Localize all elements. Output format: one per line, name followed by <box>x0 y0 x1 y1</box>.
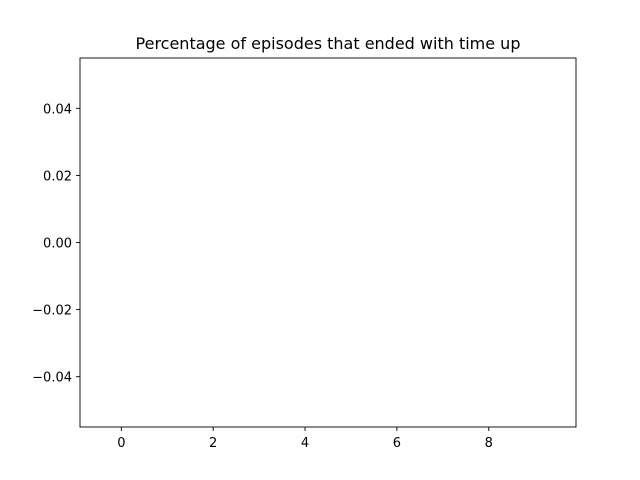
y-tick-label: 0.00 <box>43 237 72 252</box>
x-tick-label: 6 <box>393 436 401 451</box>
y-axis: 0.04 0.02 0.00 −0.02 −0.04 <box>32 102 80 386</box>
y-tick-label: 0.04 <box>43 102 72 117</box>
x-tick-label: 2 <box>209 436 217 451</box>
chart-title: Percentage of episodes that ended with t… <box>136 34 521 53</box>
x-axis: 0 2 4 6 8 <box>117 427 493 451</box>
y-tick-label: 0.02 <box>43 169 72 184</box>
x-tick-label: 8 <box>485 436 493 451</box>
x-tick-label: 0 <box>117 436 125 451</box>
y-tick-label: −0.02 <box>32 304 72 319</box>
y-tick-label: −0.04 <box>32 371 72 386</box>
x-tick-label: 4 <box>301 436 309 451</box>
plot-frame <box>79 57 577 428</box>
